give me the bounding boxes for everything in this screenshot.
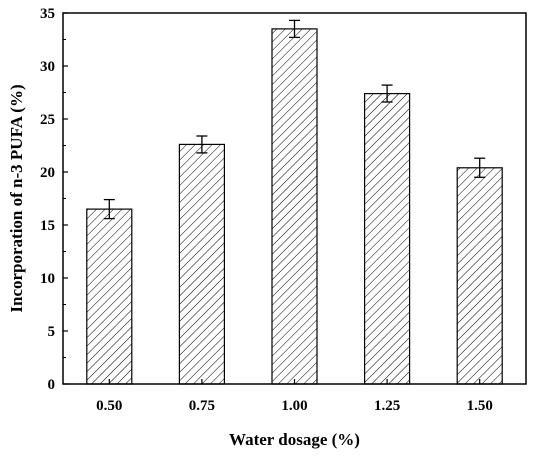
bar-0.75 xyxy=(178,143,225,385)
y-axis-title: Incorporation of n-3 PUFA (%) xyxy=(7,84,26,312)
error-bar-0.75 xyxy=(196,135,208,154)
error-bar-1.50 xyxy=(474,157,486,178)
bar-1.50 xyxy=(456,167,503,385)
y-tick-label: 5 xyxy=(48,324,56,340)
y-tick-label: 15 xyxy=(40,218,55,234)
error-bar-1.00 xyxy=(289,19,300,39)
x-tick-label: 1.25 xyxy=(374,398,400,414)
x-axis: 0.50 0.75 1.00 1.25 1.50 xyxy=(96,379,493,414)
error-bars-layer xyxy=(103,19,486,220)
bar-1.00 xyxy=(271,28,318,385)
x-axis-title: Water dosage (%) xyxy=(229,430,360,449)
y-tick-label: 35 xyxy=(40,6,55,22)
y-tick-label: 0 xyxy=(48,377,56,393)
x-tick-label: 1.50 xyxy=(467,398,493,414)
y-tick-label: 30 xyxy=(40,59,55,75)
bar-1.25 xyxy=(364,92,411,385)
x-tick-label: 0.75 xyxy=(189,398,215,414)
bars-layer xyxy=(86,28,503,385)
error-bar-0.50 xyxy=(103,198,115,220)
error-bar-1.25 xyxy=(381,84,393,103)
y-tick-label: 25 xyxy=(40,112,55,128)
x-tick-label: 0.50 xyxy=(96,398,122,414)
y-tick-label: 20 xyxy=(40,165,55,181)
bar-0.50 xyxy=(86,208,133,385)
y-tick-label: 10 xyxy=(40,271,55,287)
y-axis: 0 5 10 15 20 25 30 35 xyxy=(40,6,68,393)
x-tick-label: 1.00 xyxy=(281,398,307,414)
